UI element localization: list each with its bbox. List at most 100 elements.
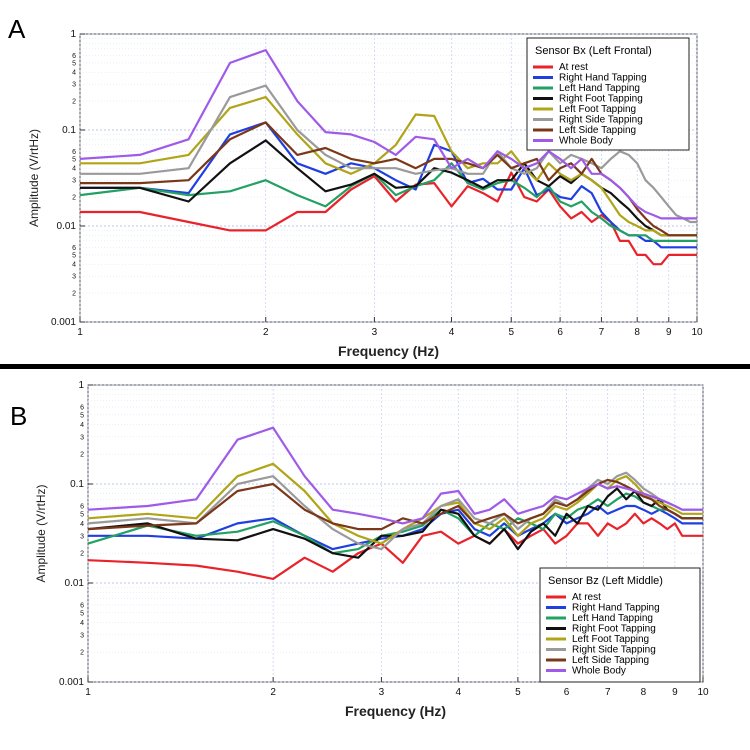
x-tick-label: 4 xyxy=(449,327,455,338)
x-tick-label: 6 xyxy=(557,327,563,338)
legend-entry: Left Side Tapping xyxy=(572,655,649,666)
y-minor-tick-label: 5 xyxy=(80,511,84,518)
x-tick-label: 1 xyxy=(85,687,91,698)
y-minor-tick-label: 3 xyxy=(80,632,84,639)
y-minor-tick-label: 5 xyxy=(72,156,76,163)
y-minor-tick-label: 5 xyxy=(72,252,76,259)
legend-entry: At rest xyxy=(559,62,588,73)
legend-title: Sensor Bz (Left Middle) xyxy=(548,575,663,587)
x-tick-label: 6 xyxy=(564,687,570,698)
y-minor-tick-label: 3 xyxy=(72,274,76,281)
y-minor-tick-label: 2 xyxy=(80,650,84,657)
y-tick-label: 0.001 xyxy=(59,677,84,688)
y-minor-tick-label: 6 xyxy=(80,404,84,411)
x-tick-label: 10 xyxy=(691,327,703,338)
x-tick-label: 2 xyxy=(270,687,276,698)
y-minor-tick-label: 5 xyxy=(80,610,84,617)
y-minor-tick-label: 2 xyxy=(72,291,76,298)
y-minor-tick-label: 3 xyxy=(72,178,76,185)
y-tick-label: 1 xyxy=(70,29,76,40)
y-tick-label: 0.1 xyxy=(62,125,76,136)
x-tick-label: 3 xyxy=(372,327,378,338)
x-tick-label: 3 xyxy=(379,687,385,698)
panel-label-a: A xyxy=(8,14,26,44)
panel-divider xyxy=(0,364,750,369)
legend-entry: Whole Body xyxy=(559,136,613,147)
y-minor-tick-label: 6 xyxy=(72,245,76,252)
series-line-left-hand-tapping xyxy=(79,162,697,242)
y-minor-tick-label: 2 xyxy=(80,551,84,558)
legend-entry: At rest xyxy=(572,592,601,603)
y-minor-tick-label: 6 xyxy=(80,503,84,510)
x-tick-label: 8 xyxy=(634,327,640,338)
legend-title: Sensor Bx (Left Frontal) xyxy=(535,45,652,57)
series-line-at-rest xyxy=(80,171,697,266)
legend-entry: Right Side Tapping xyxy=(559,115,643,126)
y-minor-tick-label: 3 xyxy=(72,82,76,89)
y-tick-label: 1 xyxy=(78,380,84,391)
y-tick-label: 0.1 xyxy=(70,479,84,490)
y-tick-label: 0.001 xyxy=(51,317,76,328)
y-minor-tick-label: 4 xyxy=(72,262,76,269)
y-axis-label: Amplitude (V/rtHz) xyxy=(27,129,41,227)
legend-entry: Left Hand Tapping xyxy=(572,613,653,624)
x-tick-label: 7 xyxy=(599,327,605,338)
series-line-left-side-tapping xyxy=(87,478,703,531)
y-tick-label: 0.01 xyxy=(65,578,85,589)
series-line-whole-body xyxy=(79,48,697,220)
y-minor-tick-label: 4 xyxy=(80,521,84,528)
y-minor-tick-label: 4 xyxy=(80,422,84,429)
legend-entry: Right Foot Tapping xyxy=(572,624,656,635)
y-minor-tick-label: 2 xyxy=(72,99,76,106)
y-minor-tick-label: 3 xyxy=(80,533,84,540)
legend-box xyxy=(539,567,701,683)
series-line-right-side-tapping xyxy=(80,84,697,224)
legend-entry: Right Foot Tapping xyxy=(559,94,643,105)
y-minor-tick-label: 6 xyxy=(72,53,76,60)
x-tick-label: 2 xyxy=(263,327,269,338)
y-minor-tick-label: 4 xyxy=(72,166,76,173)
x-tick-label: 1 xyxy=(77,327,83,338)
x-tick-label: 9 xyxy=(666,327,672,338)
y-minor-tick-label: 6 xyxy=(72,149,76,156)
legend-entry: Right Hand Tapping xyxy=(572,603,660,614)
y-minor-tick-label: 6 xyxy=(80,602,84,609)
legend-entry: Left Hand Tapping xyxy=(559,83,640,94)
x-axis-label: Frequency (Hz) xyxy=(345,703,446,719)
y-minor-tick-label: 4 xyxy=(80,620,84,627)
legend-entry: Whole Body xyxy=(572,666,626,677)
series-line-left-foot-tapping xyxy=(80,95,697,237)
y-minor-tick-label: 4 xyxy=(72,70,76,77)
y-minor-tick-label: 2 xyxy=(80,452,84,459)
x-tick-label: 5 xyxy=(508,327,514,338)
panel-label-b: B xyxy=(10,401,27,431)
series-group xyxy=(79,48,697,266)
y-axis-label: Amplitude (V/rtHz) xyxy=(34,484,48,582)
series-line-whole-body xyxy=(87,426,703,525)
x-axis-label: Frequency (Hz) xyxy=(338,343,439,359)
y-minor-tick-label: 2 xyxy=(72,195,76,202)
x-tick-label: 4 xyxy=(455,687,461,698)
y-minor-tick-label: 5 xyxy=(72,60,76,67)
x-tick-label: 5 xyxy=(515,687,521,698)
x-tick-label: 9 xyxy=(672,687,678,698)
legend-box xyxy=(526,37,690,151)
legend-entry: Left Foot Tapping xyxy=(559,104,636,115)
y-minor-tick-label: 5 xyxy=(80,412,84,419)
y-tick-label: 0.01 xyxy=(57,221,77,232)
series-line-left-side-tapping xyxy=(80,121,697,237)
x-tick-label: 7 xyxy=(605,687,611,698)
legend-entry: Left Foot Tapping xyxy=(572,634,649,645)
y-minor-tick-label: 3 xyxy=(80,434,84,441)
x-tick-label: 10 xyxy=(697,687,709,698)
legend-entry: Left Side Tapping xyxy=(559,125,636,136)
legend-entry: Right Hand Tapping xyxy=(559,73,647,84)
legend-entry: Right Side Tapping xyxy=(572,645,656,656)
x-tick-label: 8 xyxy=(641,687,647,698)
series-group xyxy=(87,426,703,581)
